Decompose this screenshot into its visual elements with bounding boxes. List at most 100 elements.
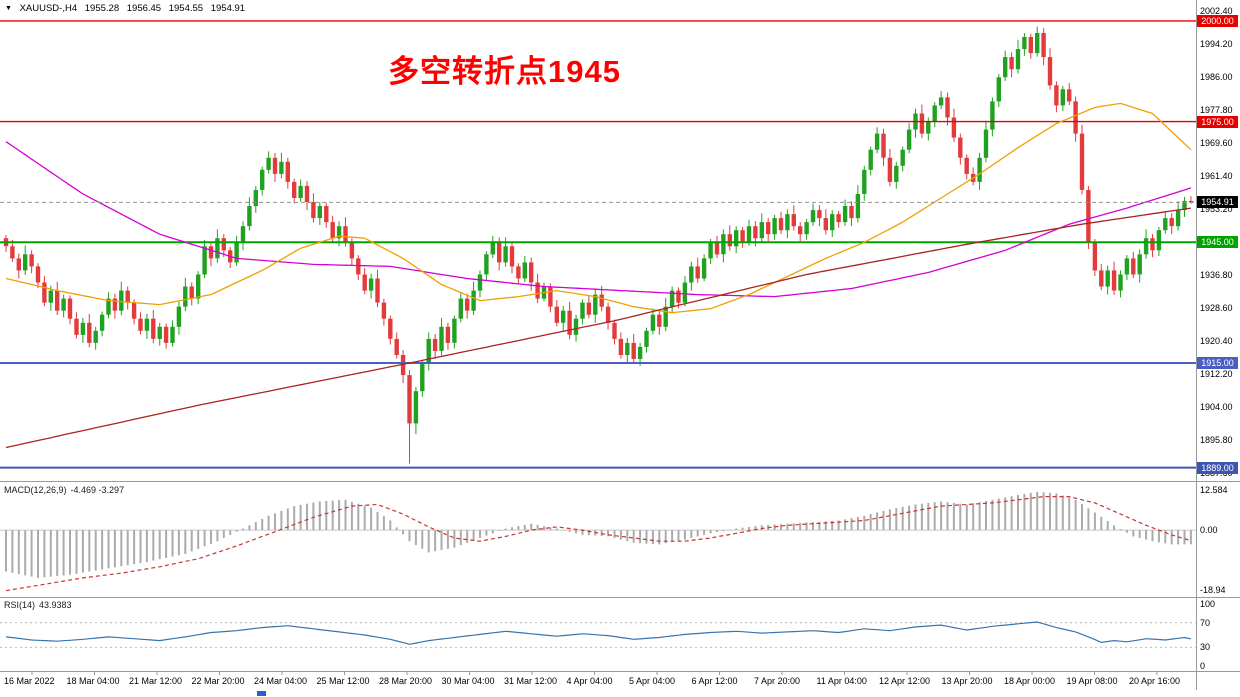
candle-body <box>1137 254 1142 275</box>
ohlc-high: 1956.45 <box>126 3 162 14</box>
candle-body <box>407 375 412 424</box>
candle-body <box>324 206 329 223</box>
candle-body <box>99 314 105 331</box>
time-label: 24 Mar 04:00 <box>254 676 308 686</box>
candle-body <box>509 246 515 267</box>
candle-body <box>823 218 828 231</box>
candle-body <box>964 157 969 174</box>
candle-body <box>637 346 643 359</box>
candle-body <box>881 133 886 158</box>
candle-body <box>279 161 284 174</box>
candle-body <box>727 234 732 247</box>
time-label: 13 Apr 20:00 <box>941 676 993 686</box>
time-label: 6 Apr 12:00 <box>691 676 738 686</box>
macd-pane-label: MACD(12,26,9) -4.469 -3.297 <box>4 485 128 495</box>
candle-body <box>208 246 214 259</box>
price-level-label: 1915.00 <box>1197 357 1238 369</box>
candle-body <box>714 242 720 255</box>
candle-body <box>253 190 258 207</box>
candle-body <box>497 242 502 263</box>
price-axis-label: 1977.80 <box>1200 105 1233 115</box>
price-axis-label: 1920.40 <box>1200 336 1233 346</box>
rsi-title: RSI(14) <box>4 600 36 610</box>
rsi-line <box>5 621 1192 645</box>
candle-body <box>23 254 28 271</box>
candle-body <box>817 210 822 219</box>
candle-body <box>125 290 130 303</box>
candle-body <box>605 306 611 323</box>
candle-body <box>887 157 893 182</box>
symbol-timeframe: XAUUSD-,H4 <box>19 3 78 14</box>
candle-body <box>183 286 188 307</box>
price-axis[interactable]: 2002.40 1994.20 1986.00 1977.80 1969.60 1961.… <box>1196 0 1240 691</box>
candle-body <box>836 214 841 223</box>
candle-body <box>689 266 694 283</box>
candle-body <box>900 149 905 166</box>
candle-body <box>439 326 444 351</box>
candle-body <box>1111 270 1117 291</box>
price-axis-label: 1986.00 <box>1200 72 1233 82</box>
time-label: 11 Apr 04:00 <box>816 676 867 686</box>
ohlc-open: 1955.28 <box>84 3 120 14</box>
candle-body <box>452 318 457 343</box>
candle-body <box>644 330 649 347</box>
candle-body <box>612 322 617 339</box>
candle-body <box>830 214 835 231</box>
candle-body <box>810 210 816 223</box>
candle-body <box>1022 37 1027 50</box>
price-level-label: 1889.00 <box>1197 462 1238 474</box>
candle-body <box>1060 89 1065 106</box>
time-label: 7 Apr 20:00 <box>754 676 801 686</box>
candle-body <box>381 302 387 319</box>
candle-body <box>1156 230 1162 251</box>
time-label: 22 Mar 20:00 <box>191 676 245 686</box>
time-label: 28 Mar 20:00 <box>379 676 433 686</box>
candle-body <box>919 113 925 134</box>
symbol-dropdown-icon[interactable]: ▼ <box>5 5 12 12</box>
candle-body <box>650 314 656 331</box>
candle-body <box>894 165 899 182</box>
candle-body <box>945 97 950 118</box>
candle-body <box>298 185 303 198</box>
candle-body <box>1131 258 1136 275</box>
rsi-axis-label: 100 <box>1200 599 1216 609</box>
candle-body <box>317 206 322 219</box>
candle-body <box>926 121 931 134</box>
candle-body <box>394 338 399 355</box>
price-axis-label: 2002.40 <box>1200 6 1233 16</box>
candle-body <box>304 185 310 202</box>
candle-body <box>1003 57 1008 78</box>
candle-body <box>1073 101 1078 134</box>
rsi-axis-label: 30 <box>1200 642 1211 652</box>
price-axis-label: 1953.20 <box>1200 204 1233 214</box>
candle-body <box>753 226 758 239</box>
candle-body <box>311 202 316 219</box>
candle-body <box>554 306 559 323</box>
candle-body <box>151 318 156 339</box>
candle-body <box>535 282 540 299</box>
time-axis[interactable]: 16 Mar 2022 18 Mar 04:00 21 Mar 12:00 22 Ma… <box>0 672 1240 692</box>
candle-body <box>388 318 393 339</box>
candle-body <box>131 302 137 319</box>
candle-body <box>368 278 374 291</box>
candle-body <box>766 222 771 235</box>
candle-body <box>176 306 182 327</box>
candle-body <box>106 298 111 315</box>
time-label: 30 Mar 04:00 <box>441 676 495 686</box>
time-label: 16 Mar 2022 <box>4 676 55 686</box>
candle-body <box>119 290 124 311</box>
macd-title: MACD(12,26,9) <box>4 485 67 495</box>
candle-body <box>951 117 957 138</box>
ma-orange-line <box>5 102 1192 314</box>
time-label: 19 Apr 08:00 <box>1066 676 1118 686</box>
price-level-label: 2000.00 <box>1197 15 1238 27</box>
candle-body <box>708 242 713 259</box>
candle-body <box>35 266 41 283</box>
candle-body <box>330 222 335 239</box>
candle-body <box>593 294 598 315</box>
candle-body <box>567 310 572 335</box>
candle-body <box>1079 133 1085 190</box>
macd-axis-label: 0.00 <box>1200 525 1218 535</box>
rsi-axis-label: 0 <box>1200 661 1206 671</box>
